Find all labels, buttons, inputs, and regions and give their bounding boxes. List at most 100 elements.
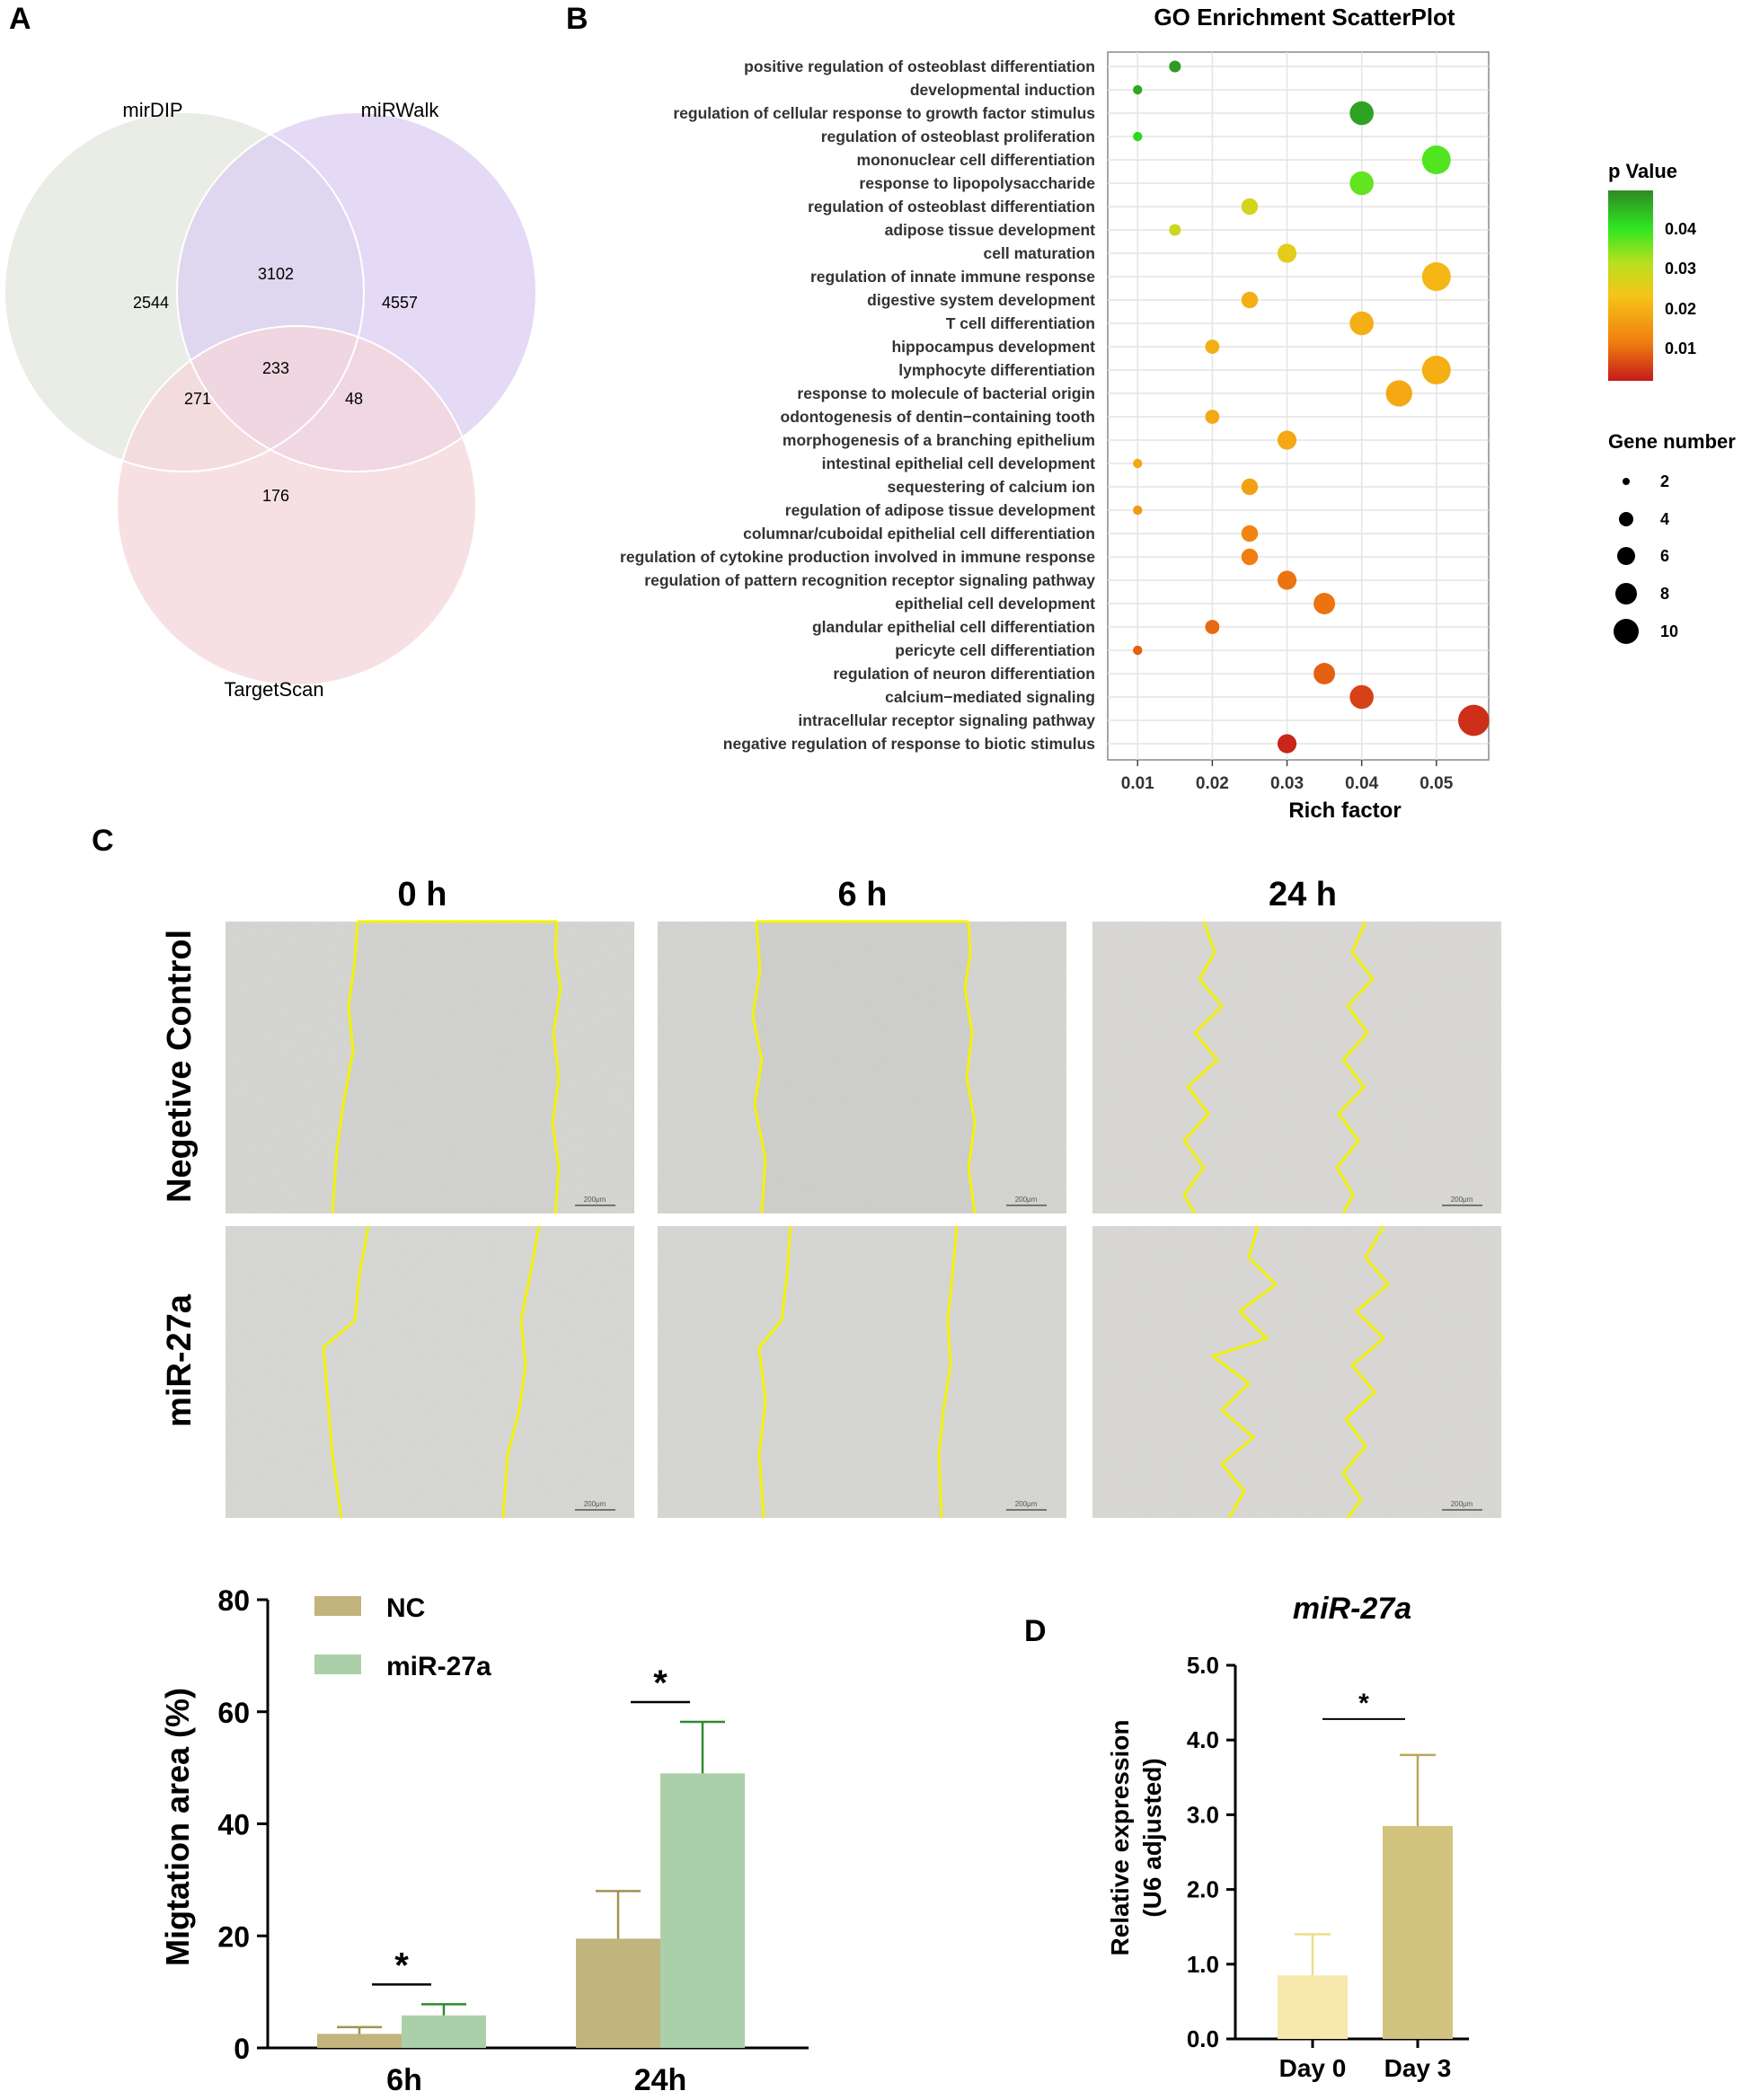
go-points	[1133, 60, 1490, 754]
go-plot-area	[1107, 51, 1490, 761]
go-term-label: response to molecule of bacterial origin	[797, 384, 1095, 402]
go-point	[1277, 243, 1297, 263]
go-point	[1205, 340, 1220, 354]
row-label-mir-27a: miR-27a	[161, 1293, 199, 1427]
migration-y-axis-title: Migtation area (%)	[159, 1688, 196, 1966]
column-label-24h: 24 h	[1269, 876, 1337, 913]
gene-number-legend-title: Gene number	[1608, 430, 1736, 453]
go-term-label: pericyte cell differentiation	[895, 641, 1095, 659]
expression-significance-star: *	[1358, 1689, 1369, 1718]
migration-bar	[576, 1938, 660, 2048]
go-point	[1277, 734, 1297, 754]
migration-bars: **	[317, 1663, 745, 2048]
go-term-label: regulation of innate immune response	[810, 268, 1095, 286]
expression-bar	[1383, 1825, 1453, 2039]
go-point	[1241, 198, 1259, 216]
gene-number-legend-label-10: 10	[1660, 622, 1678, 640]
go-point	[1349, 311, 1374, 336]
go-term-label: regulation of cellular response to growt…	[673, 104, 1095, 122]
go-term-label: regulation of pattern recognition recept…	[644, 571, 1095, 589]
gene-number-legend-label-6: 6	[1660, 547, 1669, 565]
expression-y-axis-subtitle: (U6 adjusted)	[1138, 1758, 1166, 1917]
gene-number-legend-dot-10	[1614, 619, 1639, 644]
venn-count-mirwalk-only: 4557	[382, 294, 418, 312]
scale-bar-label: 200μm	[1451, 1196, 1473, 1204]
scale-bar-label: 200μm	[1015, 1500, 1038, 1508]
go-point	[1205, 410, 1220, 424]
go-x-tick-label: 0.05	[1419, 774, 1453, 793]
go-x-tick-label: 0.04	[1345, 774, 1378, 793]
go-term-label: regulation of adipose tissue development	[785, 501, 1095, 519]
go-term-label: negative regulation of response to bioti…	[723, 735, 1095, 753]
go-term-label: regulation of osteoblast proliferation	[821, 128, 1095, 146]
venn-count-mirwalk-targetscan: 48	[345, 390, 363, 408]
go-point	[1133, 505, 1143, 516]
gene-number-legend-label-2: 2	[1660, 472, 1669, 490]
venn-count-all-three: 233	[262, 359, 289, 377]
go-point	[1313, 593, 1336, 614]
panel-label-b: B	[566, 2, 588, 36]
gene-number-legend-dot-8	[1615, 583, 1637, 604]
micrograph-mir27a-0h: 200μm	[226, 1225, 634, 1519]
scale-bar-label: 200μm	[584, 1500, 606, 1508]
row-label-negative-control: Negetive Control	[161, 930, 199, 1203]
venn-outline-mirdip	[4, 111, 365, 472]
go-point	[1458, 704, 1490, 737]
migration-y-tick-label: 40	[217, 1809, 250, 1841]
migration-bar	[402, 2015, 486, 2048]
go-term-label: epithelial cell development	[895, 595, 1095, 613]
panel-label-a: A	[9, 2, 31, 36]
go-point	[1133, 131, 1143, 142]
go-point	[1277, 570, 1297, 590]
go-term-label: sequestering of calcium ion	[888, 478, 1095, 496]
go-term-label: adipose tissue development	[885, 221, 1096, 239]
venn-set-label-mirwalk: miRWalk	[361, 99, 440, 121]
go-point	[1349, 101, 1374, 126]
go-point	[1421, 356, 1451, 384]
go-term-label: positive regulation of osteoblast differ…	[744, 57, 1095, 75]
migration-y-tick-label: 60	[217, 1697, 250, 1729]
migration-bar	[317, 2034, 402, 2048]
micrograph-mir27a-24h: 200μm	[1092, 1225, 1501, 1519]
go-point	[1133, 458, 1143, 469]
go-term-label: odontogenesis of dentin−containing tooth	[781, 408, 1095, 426]
panel-label-c: C	[92, 824, 114, 858]
go-point	[1205, 620, 1220, 634]
migration-category-label: 6h	[386, 2063, 422, 2097]
migration-legend: NC miR-27a	[314, 1593, 491, 1681]
panel-label-d: D	[1024, 1614, 1047, 1648]
go-point	[1241, 525, 1259, 543]
go-x-tick-label: 0.01	[1121, 774, 1154, 793]
go-point	[1349, 684, 1374, 710]
go-term-label: regulation of osteoblast differentiation	[808, 198, 1095, 216]
go-point	[1421, 146, 1451, 174]
go-x-tick-label: 0.03	[1270, 774, 1304, 793]
p-value-tick-0-01: 0.01	[1665, 340, 1696, 357]
p-value-tick-0-04: 0.04	[1665, 220, 1696, 238]
go-point	[1241, 548, 1259, 566]
go-term-label: digestive system development	[867, 291, 1095, 309]
venn-diagram: mirDIP miRWalk TargetScan 2544 4557 3102…	[4, 99, 537, 701]
legend-label-nc: NC	[386, 1593, 425, 1623]
venn-outline-mirwalk	[176, 111, 537, 472]
venn-outline-targetscan	[116, 325, 477, 686]
micrograph-nc-0h: 200μm	[226, 920, 634, 1214]
go-point	[1385, 380, 1412, 407]
go-term-label: regulation of cytokine production involv…	[620, 548, 1095, 566]
go-scatter-chart: GO Enrichment ScatterPlot positive regul…	[620, 4, 1736, 823]
p-value-tick-0-03: 0.03	[1665, 260, 1696, 278]
migration-category-label: 24h	[634, 2063, 687, 2097]
wound-healing-grid: 0 h 6 h 24 h Negetive Control miR-27a 20…	[161, 876, 1501, 1519]
venn-set-label-targetscan: TargetScan	[224, 678, 323, 701]
go-term-label: intestinal epithelial cell development	[822, 454, 1096, 472]
venn-count-targetscan-only: 176	[262, 487, 289, 505]
go-term-label: columnar/cuboidal epithelial cell differ…	[743, 525, 1095, 543]
migration-y-tick-label: 0	[234, 2033, 250, 2065]
gene-number-legend-dot-2	[1623, 478, 1630, 485]
expression-y-tick-label: 0.0	[1187, 2025, 1219, 2052]
go-point	[1241, 291, 1259, 309]
expression-y-tick-label: 3.0	[1187, 1801, 1219, 1828]
go-term-label: lymphocyte differentiation	[898, 361, 1095, 379]
go-gridlines	[1108, 52, 1489, 760]
